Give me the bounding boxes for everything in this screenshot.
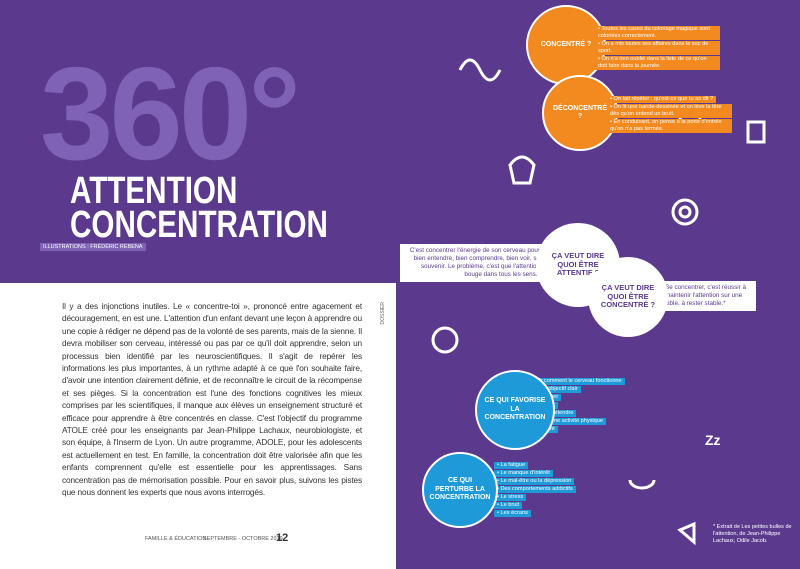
magazine: FAMILLE & ÉDUCATION bbox=[145, 536, 207, 542]
bullet-item: Avoir un objectif clair bbox=[520, 386, 581, 393]
bubble: CE QUI FAVORISE LA CONCENTRATION bbox=[475, 370, 555, 450]
svg-text:Zz: Zz bbox=[705, 432, 721, 448]
footnote: * Extrait de Les petites bulles de l'att… bbox=[713, 524, 792, 544]
bubble: CE QUI PERTURBE LA CONCENTRATION bbox=[422, 452, 498, 528]
bubble: CONCENTRÉ ? bbox=[526, 5, 606, 85]
definition: C'est concentrer l'énergie de son cervea… bbox=[400, 244, 545, 282]
bullet-item: On a mis toutes ses affaires dans le sac… bbox=[595, 41, 720, 55]
bullet-list: On fait répéter : qu'est-ce que tu as di… bbox=[607, 96, 732, 134]
bullet-item: La fatigue bbox=[494, 462, 529, 469]
bullet-item: Savoir comment le cerveau fonctionne bbox=[520, 378, 625, 385]
bullet-item: Le manque d'intérêt bbox=[494, 470, 553, 477]
bullet-list: Toutes les cases du coloriage magique so… bbox=[595, 26, 720, 71]
bullet-list: La fatigueLe manque d'intérêtLe mal-être… bbox=[494, 462, 594, 518]
issue: SEPTEMBRE - OCTOBRE 2019 bbox=[203, 536, 283, 542]
bullet-item: Toutes les cases du coloriage magique so… bbox=[595, 26, 720, 40]
section-label: DOSSIER bbox=[380, 302, 386, 325]
page-number: 12 bbox=[276, 532, 289, 544]
title: CONCENTRATION bbox=[70, 204, 328, 246]
bullet-item: Le bruit bbox=[494, 502, 523, 509]
bullet-item: Pratiquer une activité physique bbox=[520, 418, 607, 425]
text-panel bbox=[0, 283, 396, 569]
bubble: DÉCONCENTRÉ ? bbox=[542, 75, 618, 151]
bullet-item: On lit une bande-dessinée et on lève la … bbox=[607, 104, 732, 118]
bullet-item: En conduisant, on pense à la porte d'ent… bbox=[607, 119, 732, 133]
title: ATTENTION bbox=[70, 170, 238, 212]
bullet-item: Des comportements addictifs bbox=[494, 486, 576, 493]
bullet-item: Les écrans bbox=[494, 510, 531, 517]
bubble: ÇA VEUT DIRE QUOI ÊTRE CONCENTRÉ ? bbox=[588, 257, 668, 337]
bullet-item: Le mal-être ou la dépression bbox=[494, 478, 575, 485]
bullet-item: On n'a rien oublié dans la liste de ce q… bbox=[595, 56, 720, 70]
bullet-item: On fait répéter : qu'est-ce que tu as di… bbox=[607, 96, 717, 103]
definition: Se concentrer, c'est réussir à maintenir… bbox=[660, 281, 756, 311]
credit: ILLUSTRATIONS : FRÉDÉRIC REBENA bbox=[40, 243, 146, 251]
bullet-item: Le stress bbox=[494, 494, 527, 501]
number: 360° bbox=[40, 40, 301, 187]
body-text: Il y a des injonctions inutiles. Le « co… bbox=[62, 301, 362, 498]
